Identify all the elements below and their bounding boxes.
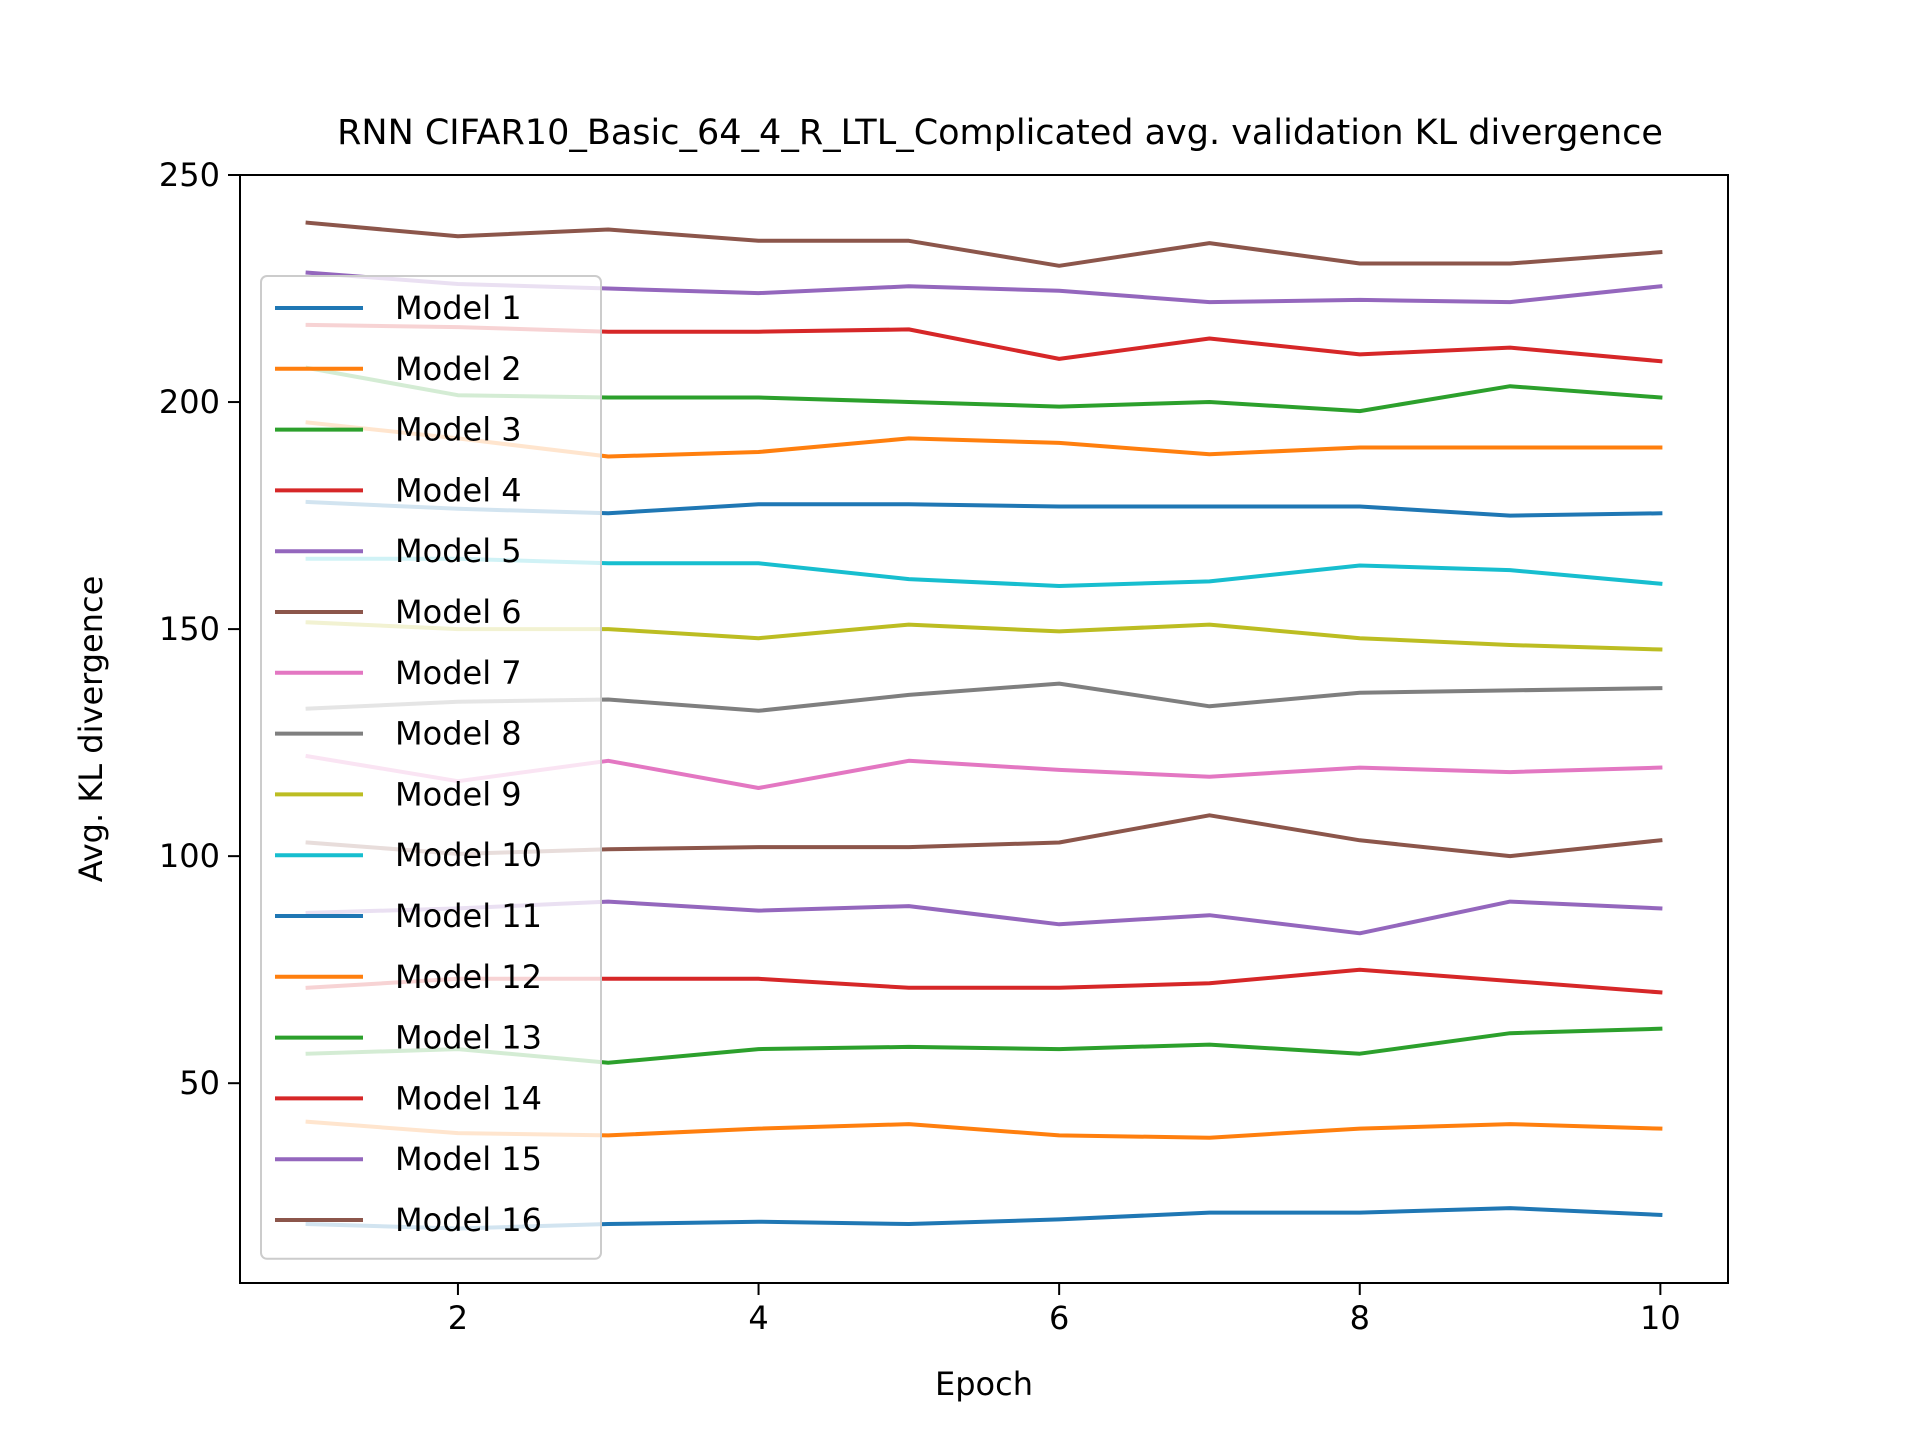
legend-label: Model 13 xyxy=(395,1019,542,1057)
legend-entry-model-2: Model 2 xyxy=(275,350,522,388)
x-tick-label: 6 xyxy=(1049,1299,1069,1337)
legend-entry-model-11: Model 11 xyxy=(275,897,542,935)
y-tick-label: 150 xyxy=(159,610,220,648)
legend-label: Model 1 xyxy=(395,289,522,327)
legend-label: Model 8 xyxy=(395,715,522,753)
x-axis: 2 4 6 8 10 xyxy=(448,1283,1681,1337)
series-line-model-16 xyxy=(305,220,1663,268)
x-axis-label: Epoch xyxy=(935,1365,1033,1403)
legend-label: Model 15 xyxy=(395,1140,542,1178)
y-axis: 50 100 150 200 250 xyxy=(159,156,240,1102)
legend-entry-model-13: Model 13 xyxy=(275,1019,542,1057)
legend-entry-model-12: Model 12 xyxy=(275,958,542,996)
legend-entry-model-15: Model 15 xyxy=(275,1140,542,1178)
legend-entry-model-8: Model 8 xyxy=(275,715,522,753)
y-axis-label: Avg. KL divergence xyxy=(72,576,110,883)
legend-label: Model 11 xyxy=(395,897,542,935)
legend-label: Model 14 xyxy=(395,1079,542,1117)
legend-label: Model 2 xyxy=(395,350,522,388)
x-tick-label: 4 xyxy=(748,1299,768,1337)
y-tick-label: 50 xyxy=(179,1064,220,1102)
x-tick-label: 2 xyxy=(448,1299,468,1337)
legend-entry-model-16: Model 16 xyxy=(275,1201,542,1239)
legend-box xyxy=(260,275,602,1260)
legend-label: Model 5 xyxy=(395,532,522,570)
legend-entry-model-6: Model 6 xyxy=(275,593,522,631)
legend-entry-model-4: Model 4 xyxy=(275,471,522,509)
legend-entry-model-3: Model 3 xyxy=(275,411,522,449)
legend-entry-model-14: Model 14 xyxy=(275,1079,542,1117)
y-tick-label: 100 xyxy=(159,837,220,875)
axes-frame xyxy=(239,174,1729,1284)
legend-entry-model-7: Model 7 xyxy=(275,654,522,692)
legend-entry-model-10: Model 10 xyxy=(275,836,542,874)
legend-entry-model-9: Model 9 xyxy=(275,775,522,813)
legend-label: Model 3 xyxy=(395,411,522,449)
y-tick-label: 250 xyxy=(159,156,220,194)
y-tick-label: 200 xyxy=(159,383,220,421)
legend-entry-model-5: Model 5 xyxy=(275,532,522,570)
legend-label: Model 12 xyxy=(395,958,542,996)
legend-label: Model 16 xyxy=(395,1201,542,1239)
legend-label: Model 7 xyxy=(395,654,522,692)
legend-label: Model 10 xyxy=(395,836,542,874)
x-tick-label: 10 xyxy=(1640,1299,1681,1337)
legend-entry-model-1: Model 1 xyxy=(275,289,522,327)
legend: Model 1 Model 2 Model 3 Model 4 Model 5 Model… xyxy=(260,275,602,1260)
x-tick-label: 8 xyxy=(1350,1299,1370,1337)
legend-label: Model 9 xyxy=(395,775,522,813)
chart-title: RNN CIFAR10_Basic_64_4_R_LTL_Complicated… xyxy=(337,113,1663,153)
legend-label: Model 6 xyxy=(395,593,522,631)
legend-label: Model 4 xyxy=(395,471,522,509)
